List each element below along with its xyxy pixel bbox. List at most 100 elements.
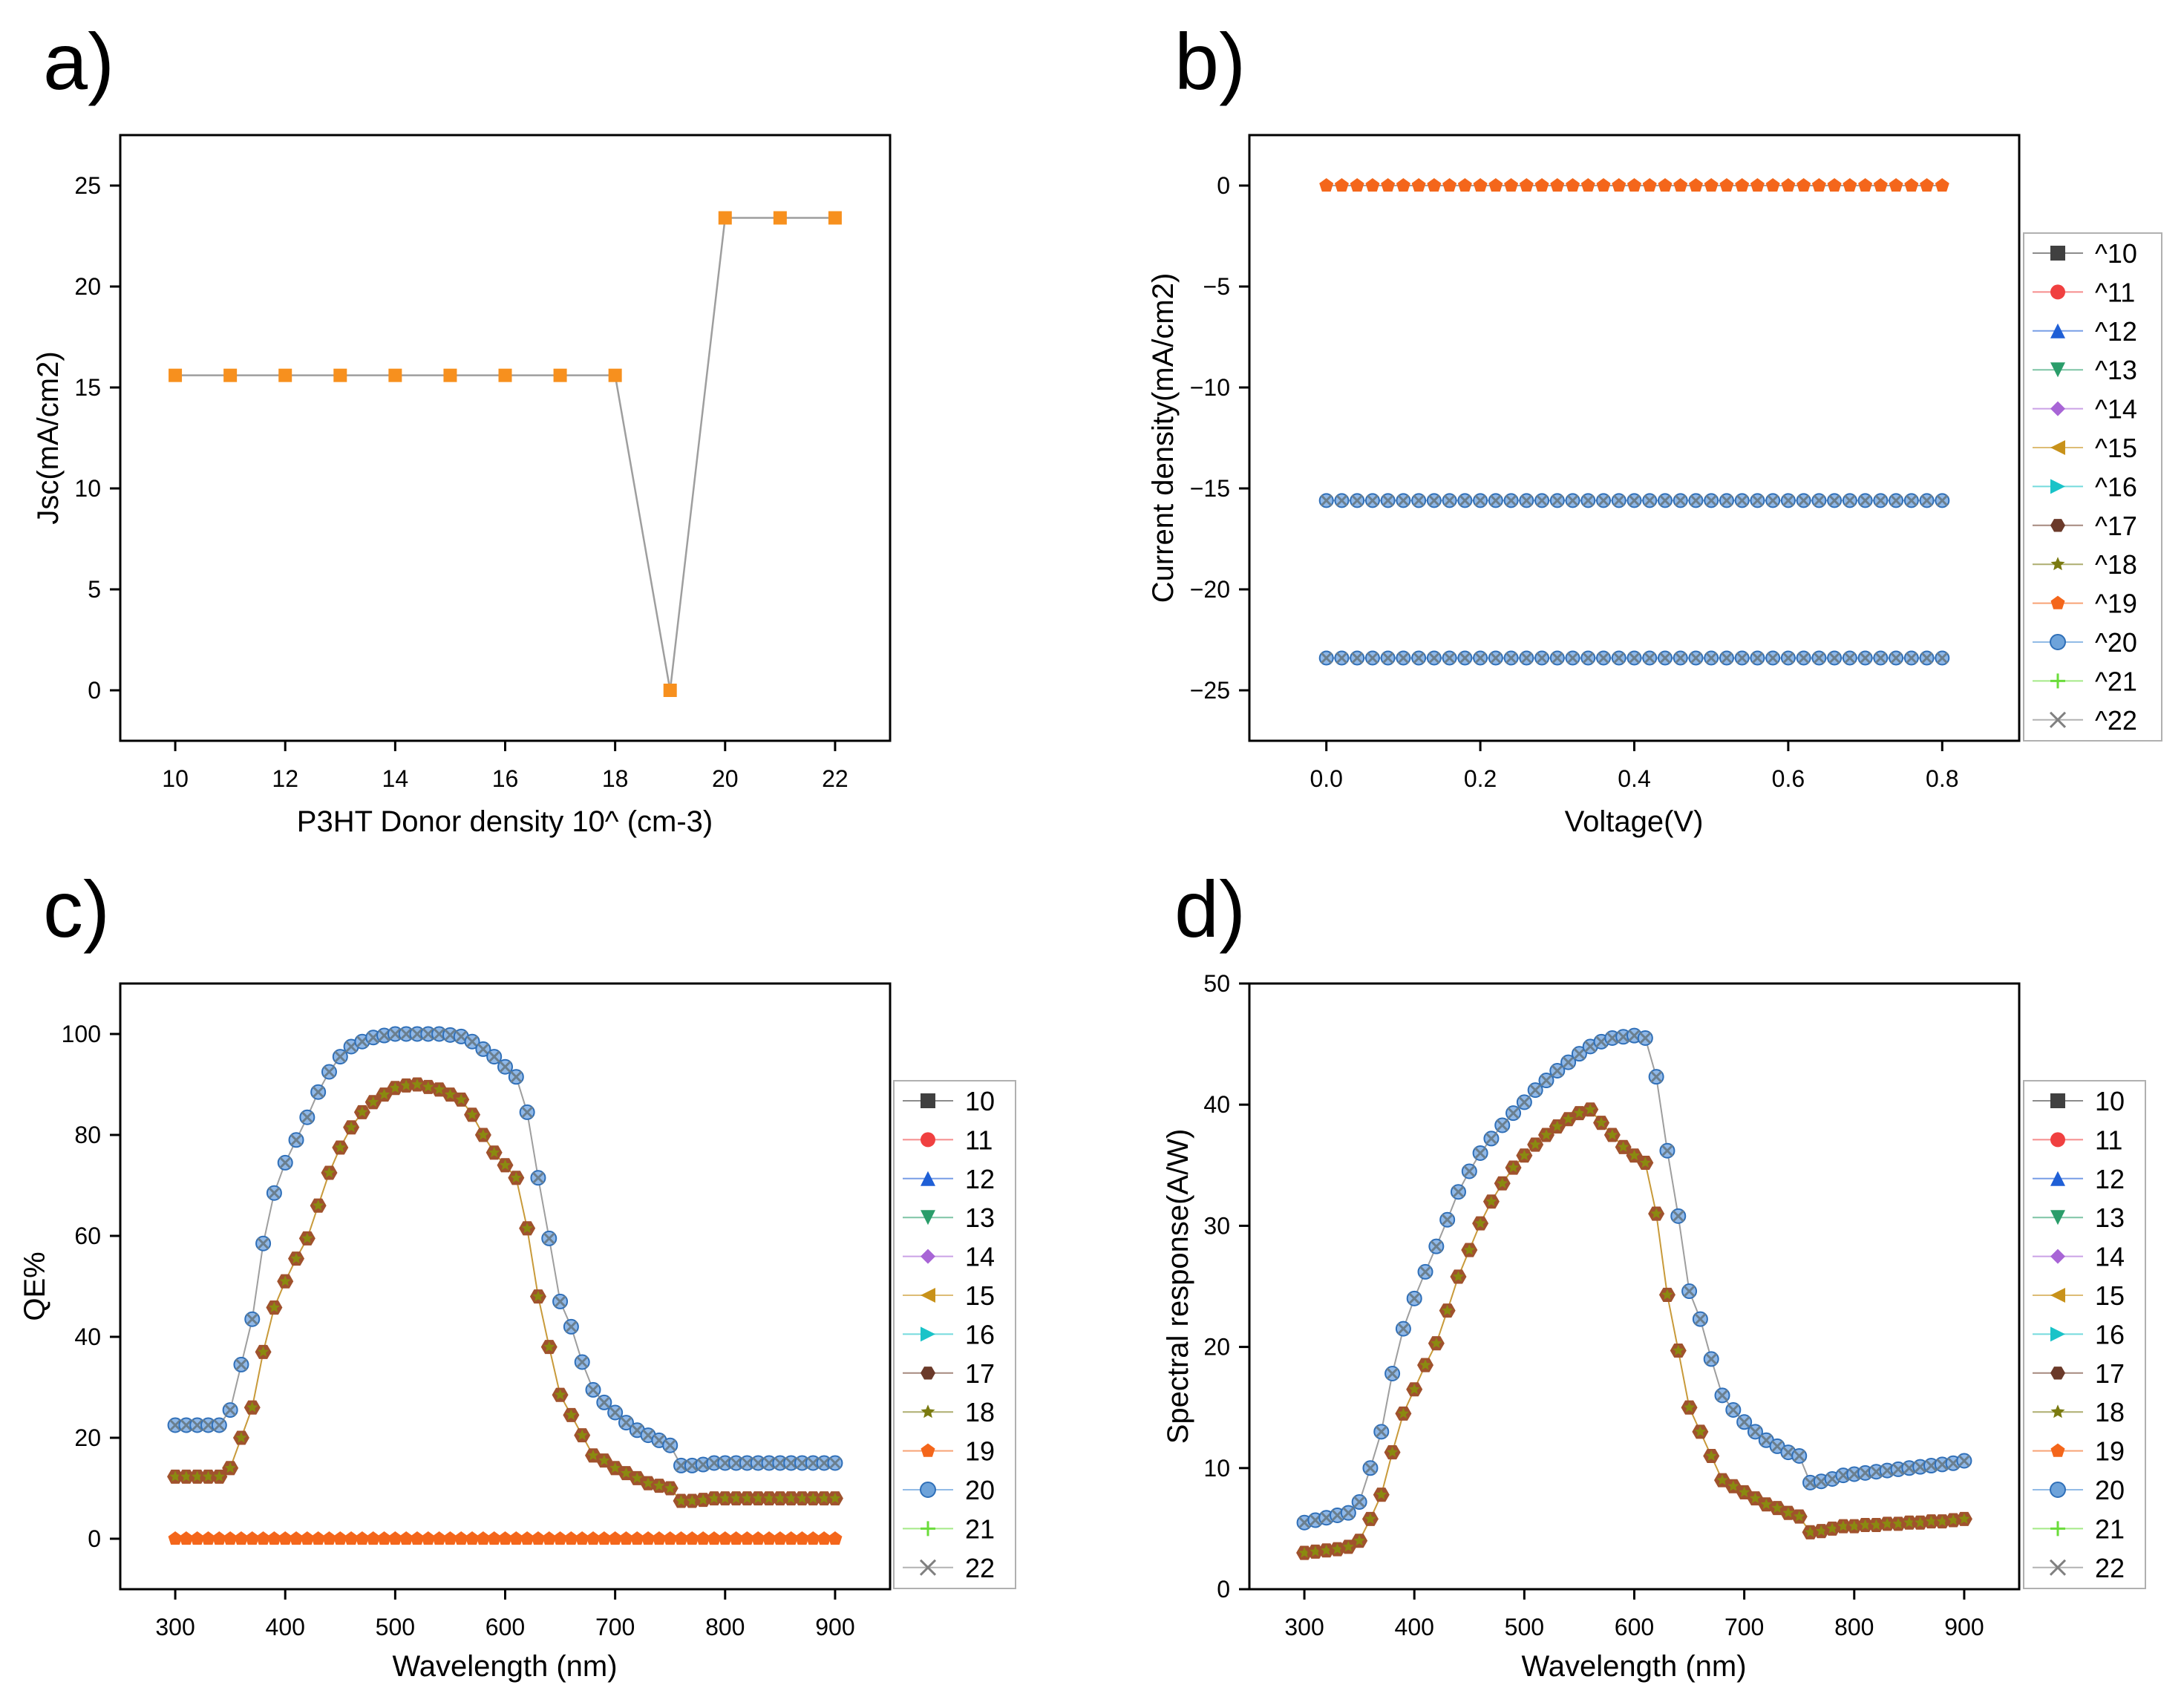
- data-point-b: [1720, 652, 1733, 664]
- data-point-c: [224, 1404, 237, 1416]
- data-point-c: [235, 1358, 248, 1371]
- legend-label-d: 22: [2095, 1553, 2125, 1583]
- legend-label-d: 16: [2095, 1319, 2125, 1349]
- data-point-d: [1518, 1096, 1531, 1109]
- data-point-b: [1320, 652, 1333, 664]
- data-point-c: [784, 1531, 799, 1545]
- data-point-b: [1813, 652, 1825, 664]
- data-point-c: [587, 1449, 599, 1461]
- data-point-b: [1489, 652, 1502, 664]
- data-point-b: [1782, 494, 1794, 507]
- data-point-b: [1674, 652, 1687, 664]
- data-point-c: [828, 1456, 841, 1470]
- data-point-b: [1366, 652, 1379, 664]
- y-axis-title-d: Spectral response(A/W): [1162, 1129, 1194, 1444]
- data-point-c: [344, 1531, 359, 1545]
- data-point-c: [807, 1456, 820, 1470]
- x-axis-title-a: P3HT Donor density 10^ (cm-3): [297, 805, 713, 838]
- legend-marker-d: [2050, 1093, 2065, 1108]
- legend-marker-c: [921, 1171, 935, 1186]
- data-point-b: [1382, 494, 1394, 507]
- data-point-d: [1497, 1177, 1508, 1188]
- data-point-b: [1658, 652, 1672, 664]
- legend-marker-d: [2050, 1249, 2065, 1264]
- data-point-a: [553, 368, 567, 382]
- data-point-c: [499, 1159, 511, 1171]
- data-point-d: [1859, 1467, 1871, 1479]
- plot-marks-a: [169, 211, 842, 697]
- x-tick-label-d: 900: [1944, 1614, 1984, 1640]
- data-point-a: [333, 368, 347, 382]
- data-point-c: [333, 1531, 347, 1545]
- data-point-c: [664, 1439, 676, 1452]
- data-point-c: [268, 1187, 281, 1200]
- data-point-b: [1319, 178, 1334, 192]
- x-tick-label-d: 600: [1615, 1614, 1654, 1640]
- data-point-c: [576, 1355, 589, 1369]
- legend-d: 10 11 12 13 14 15 16 17 18 19 20 21 22: [2023, 1080, 2146, 1589]
- data-point-b: [1580, 178, 1595, 192]
- data-point-b: [1628, 652, 1641, 664]
- y-tick-label-c: 60: [74, 1223, 101, 1249]
- data-point-c: [586, 1531, 601, 1545]
- y-tick-label-d: 40: [1203, 1091, 1230, 1118]
- series-line-d: [1304, 1035, 1965, 1524]
- panel-label-d: d): [1174, 864, 1246, 954]
- data-point-d: [1925, 1515, 1938, 1527]
- data-point-d: [1771, 1440, 1784, 1453]
- data-point-c: [487, 1531, 502, 1545]
- plot-marks-b: [1318, 178, 1950, 666]
- y-tick-label-d: 0: [1217, 1576, 1230, 1603]
- legend-marker-d: [2050, 1326, 2065, 1342]
- data-point-d: [1903, 1462, 1915, 1474]
- legend-label-d: 11: [2095, 1125, 2122, 1155]
- data-point-b: [1890, 652, 1903, 664]
- legend-label-c: 15: [965, 1280, 995, 1311]
- legend-marker-b: [2050, 323, 2065, 338]
- data-point-d: [1727, 1404, 1739, 1416]
- data-point-d: [1804, 1476, 1817, 1489]
- data-point-c: [400, 1027, 413, 1041]
- data-point-c: [399, 1531, 413, 1545]
- data-point-c: [509, 1531, 523, 1545]
- data-point-c: [586, 1384, 600, 1396]
- data-point-c: [290, 1133, 303, 1146]
- legend-b: ^10 ^11 ^12 ^13 ^14 ^15 ^16 ^17 ^18 ^19 ^20 ^21 ^22: [2023, 232, 2162, 742]
- data-point-b: [1920, 652, 1933, 664]
- data-point-c: [719, 1492, 731, 1504]
- data-point-b: [1751, 652, 1764, 664]
- data-point-d: [1507, 1162, 1520, 1173]
- data-point-c: [410, 1531, 425, 1545]
- data-point-a: [828, 211, 842, 225]
- data-point-d: [1705, 1450, 1717, 1461]
- panel-c: 300 400 500 600 700 800 900 0 20 40 60 80 100 Wavele…: [19, 982, 1016, 1683]
- data-point-c: [729, 1531, 744, 1545]
- y-tick-label-b: −15: [1190, 475, 1230, 502]
- data-point-c: [828, 1531, 843, 1545]
- panel-d: 300 400 500 600 700 800 900 0 10 20 30 40 50 Wavelen…: [1162, 970, 2146, 1683]
- x-axis-title-c: Wavelength (nm): [392, 1650, 617, 1683]
- data-point-b: [1843, 494, 1856, 507]
- data-point-c: [422, 1027, 434, 1041]
- legend-marker-d: [2050, 1288, 2065, 1303]
- data-point-b: [1674, 494, 1687, 507]
- axis-ticks-a: 10 12 14 16 18 20 22 0 5 10 15 20 25: [74, 172, 848, 792]
- data-point-c: [762, 1531, 777, 1545]
- data-point-d: [1837, 1520, 1849, 1531]
- data-point-c: [597, 1531, 612, 1545]
- data-point-d: [1441, 1214, 1454, 1226]
- data-point-c: [807, 1492, 819, 1504]
- data-point-c: [575, 1531, 589, 1545]
- data-point-c: [608, 1531, 623, 1545]
- data-point-b: [1551, 494, 1563, 507]
- y-tick-label-c: 40: [74, 1323, 101, 1350]
- x-tick-label-d: 400: [1395, 1614, 1434, 1640]
- data-point-b: [1859, 652, 1871, 664]
- data-point-b: [1551, 652, 1563, 664]
- data-point-d: [1618, 1141, 1629, 1152]
- data-point-d: [1694, 1312, 1707, 1326]
- data-point-d: [1727, 1480, 1739, 1491]
- data-point-c: [212, 1531, 226, 1545]
- data-point-c: [311, 1531, 326, 1545]
- data-point-b: [1535, 652, 1549, 664]
